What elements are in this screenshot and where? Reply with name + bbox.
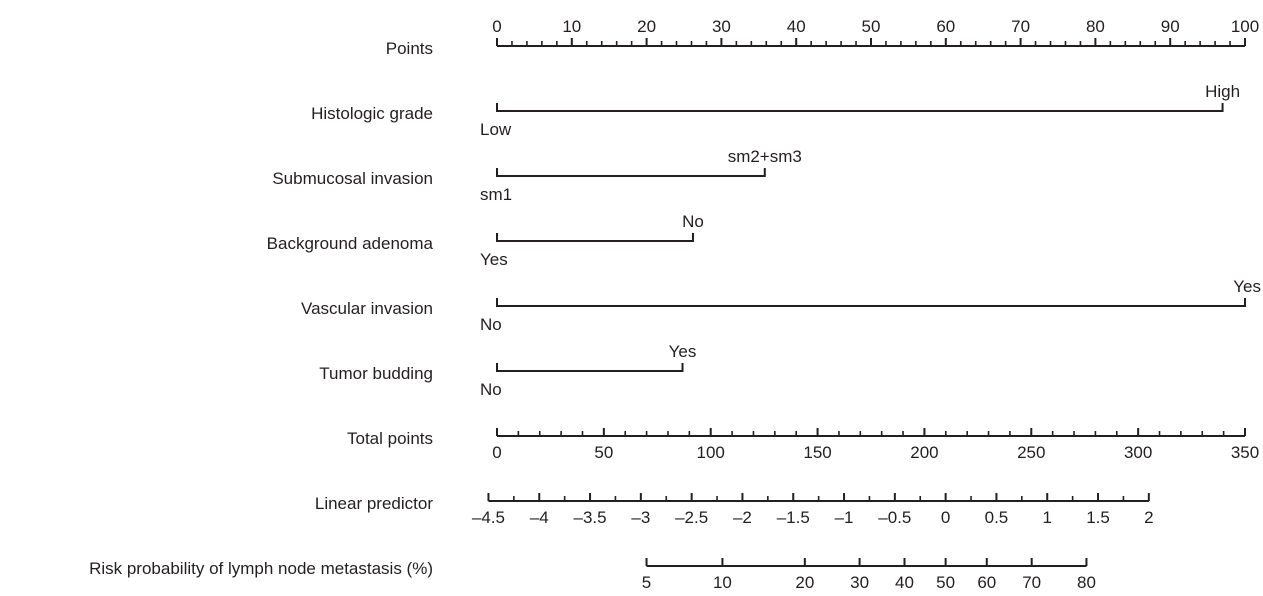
linear-predictor-tick-label: 2 [1144,508,1153,527]
total-points-tick-label: 150 [803,443,831,462]
vascular-invasion-start-label: No [480,315,502,334]
points-tick-label: 90 [1161,17,1180,36]
linear-predictor-row-label: Linear predictor [315,494,433,513]
linear-predictor-tick-label: –4 [530,508,549,527]
risk-tick-label: 30 [850,573,869,592]
total-points-row-label: Total points [347,429,433,448]
submucosal-invasion-bar-group: sm1 sm2+sm3 [480,147,802,204]
histologic-grade-bar [496,103,1224,112]
background-adenoma-bar-group: Yes No [480,212,704,269]
total-points-tick-label: 0 [492,443,501,462]
linear-predictor-tick-label: –3.5 [574,508,607,527]
linear-predictor-tick-label: 0 [941,508,950,527]
linear-predictor-tick-label: 1.5 [1086,508,1110,527]
submucosal-invasion-bar [496,168,766,177]
tumor-budding-bar [496,363,684,372]
vascular-invasion-end-label: Yes [1233,277,1261,296]
points-row-label: Points [386,39,433,58]
total-points-axis: 0 50 100 150 200 250 300 350 [492,428,1259,462]
histologic-grade-bar-group: Low High [480,82,1240,139]
risk-tick-label: 50 [936,573,955,592]
tumor-budding-start-label: No [480,380,502,399]
background-adenoma-start-label: Yes [480,250,508,269]
points-tick-label: 20 [637,17,656,36]
points-tick-label: 50 [862,17,881,36]
risk-tick-label: 5 [642,573,651,592]
tumor-budding-bar-group: No Yes [480,342,696,399]
linear-predictor-tick-label: –1.5 [777,508,810,527]
risk-tick-label: 40 [895,573,914,592]
total-points-tick-label: 200 [910,443,938,462]
total-points-tick-label: 250 [1017,443,1045,462]
linear-predictor-tick-label: –1 [835,508,854,527]
points-tick-label: 70 [1011,17,1030,36]
vascular-invasion-row-label: Vascular invasion [301,299,433,318]
total-points-tick-label: 300 [1124,443,1152,462]
tumor-budding-end-label: Yes [669,342,697,361]
points-tick-label: 60 [936,17,955,36]
risk-tick-label: 80 [1077,573,1096,592]
risk-tick-label: 20 [795,573,814,592]
vascular-invasion-bar [496,298,1246,307]
linear-predictor-tick-label: –2 [733,508,752,527]
linear-predictor-axis: –4.5 –4 –3.5 –3 –2.5 –2 –1.5 –1 –0.5 0 0.5 1 1.5 2 [472,493,1154,527]
risk-tick-label: 70 [1022,573,1041,592]
linear-predictor-tick-label: –2.5 [675,508,708,527]
points-axis: 0 10 20 30 40 50 60 70 80 90 100 [492,17,1259,47]
background-adenoma-row-label: Background adenoma [267,234,434,253]
linear-predictor-tick-label: 1 [1042,508,1051,527]
risk-probability-row-label: Risk probability of lymph node metastasi… [89,559,433,578]
points-tick-label: 10 [562,17,581,36]
histologic-grade-start-label: Low [480,120,512,139]
total-points-tick-label: 50 [594,443,613,462]
risk-probability-axis: 5 10 20 30 40 50 60 70 80 [642,558,1096,592]
submucosal-invasion-end-label: sm2+sm3 [728,147,802,166]
linear-predictor-tick-label: 0.5 [985,508,1009,527]
submucosal-invasion-row-label: Submucosal invasion [272,169,433,188]
risk-tick-label: 10 [713,573,732,592]
histologic-grade-end-label: High [1205,82,1240,101]
points-tick-label: 30 [712,17,731,36]
linear-predictor-tick-label: –0.5 [878,508,911,527]
points-tick-label: 0 [492,17,501,36]
points-tick-label: 80 [1086,17,1105,36]
risk-tick-label: 60 [977,573,996,592]
submucosal-invasion-start-label: sm1 [480,185,512,204]
histologic-grade-row-label: Histologic grade [311,104,433,123]
points-tick-label: 100 [1231,17,1259,36]
points-tick-label: 40 [787,17,806,36]
vascular-invasion-bar-group: No Yes [480,277,1261,334]
linear-predictor-tick-label: –3 [631,508,650,527]
background-adenoma-bar [496,233,694,242]
total-points-tick-label: 100 [697,443,725,462]
background-adenoma-end-label: No [682,212,704,231]
total-points-tick-label: 350 [1231,443,1259,462]
linear-predictor-tick-label: –4.5 [472,508,505,527]
tumor-budding-row-label: Tumor budding [319,364,433,383]
